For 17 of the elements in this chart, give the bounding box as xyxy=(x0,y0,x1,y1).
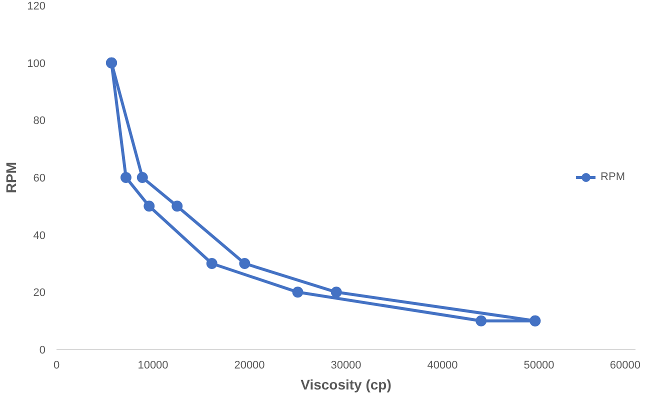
y-tick-label: 80 xyxy=(33,115,46,128)
y-tick-label: 40 xyxy=(33,230,46,242)
x-tick-label: 20000 xyxy=(234,360,265,372)
x-tick-label: 60000 xyxy=(610,360,641,372)
y-axis-title: RPM xyxy=(3,162,20,194)
x-tick-label: 50000 xyxy=(524,360,554,372)
x-tick-label: 30000 xyxy=(330,360,362,372)
y-tick-label: 0 xyxy=(39,344,46,356)
y-tick-label: 60 xyxy=(33,172,46,184)
x-tick-label: 40000 xyxy=(427,360,458,372)
legend-label: RPM xyxy=(600,171,625,183)
x-tick-label: 10000 xyxy=(138,360,168,372)
y-tick-label: 100 xyxy=(27,58,46,70)
x-axis-title: Viscosity (cp) xyxy=(300,376,392,392)
y-tick-label: 120 xyxy=(27,0,46,12)
y-tick-label: 20 xyxy=(33,287,46,300)
x-tick-label: 0 xyxy=(53,360,60,372)
